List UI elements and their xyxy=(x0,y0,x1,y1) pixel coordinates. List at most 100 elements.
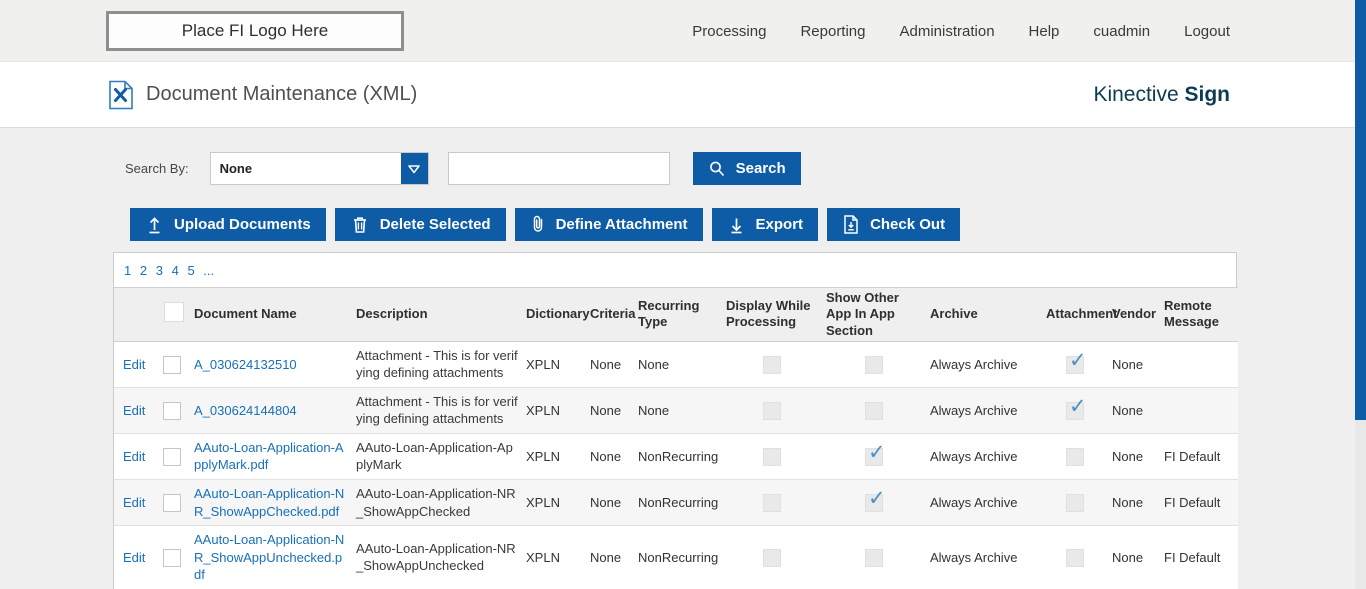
export-button[interactable]: Export xyxy=(711,208,819,241)
fi-logo-placeholder[interactable]: Place FI Logo Here xyxy=(106,11,404,51)
pagination: 1 2 3 4 5 ... xyxy=(114,253,1236,287)
top-bar: Place FI Logo Here Processing Reporting … xyxy=(0,0,1366,62)
fi-logo-placeholder-text: Place FI Logo Here xyxy=(181,21,329,40)
table-row: Edit A_030624144804 Attachment - This is f… xyxy=(114,387,1238,434)
row-select-checkbox[interactable] xyxy=(163,548,181,567)
brand-bold: Sign xyxy=(1184,82,1231,106)
row-select-checkbox[interactable] xyxy=(163,355,181,374)
table-row: Edit AAuto-Loan-Application-NR_ShowAppUnc… xyxy=(114,525,1238,589)
description-cell: Attachment - This is for verifying defin… xyxy=(356,393,518,427)
vendor-cell: None xyxy=(1112,448,1144,464)
document-maintenance-icon xyxy=(109,80,133,109)
show-other-app-checkbox xyxy=(865,401,883,420)
archive-cell: Always Archive xyxy=(930,549,1018,565)
row-select-checkbox[interactable] xyxy=(163,493,181,512)
archive-cell: Always Archive xyxy=(930,494,1018,510)
vendor-cell: None xyxy=(1112,356,1144,372)
header-archive: Archive xyxy=(926,287,1042,342)
documents-table-card: 1 2 3 4 5 ... Document Name Description … xyxy=(113,252,1238,589)
row-select-checkbox[interactable] xyxy=(163,401,181,420)
table-row: Edit A_030624132510 Attachment - This is f… xyxy=(114,341,1238,388)
page-link-1[interactable]: 1 xyxy=(124,263,132,278)
nav-logout[interactable]: Logout xyxy=(1184,22,1230,40)
select-all-checkbox[interactable] xyxy=(164,302,184,323)
criteria-cell: None xyxy=(590,402,622,418)
criteria-cell: None xyxy=(590,494,622,510)
upload-icon xyxy=(149,216,160,233)
header-vendor: Vendor xyxy=(1108,287,1160,342)
search-input[interactable] xyxy=(447,152,670,185)
remote-message-cell xyxy=(1160,341,1238,387)
page-title: Document Maintenance (XML) xyxy=(146,83,418,105)
vertical-scrollbar-track[interactable] xyxy=(1355,0,1366,589)
search-bar: Search By: None Search xyxy=(125,152,1366,185)
archive-cell: Always Archive xyxy=(930,356,1018,372)
document-name-link[interactable]: AAuto-Loan-Application-ApplyMark.pdf xyxy=(194,439,344,473)
display-while-processing-checkbox xyxy=(763,548,781,567)
nav-processing[interactable]: Processing xyxy=(692,22,767,40)
check-out-button[interactable]: Check Out xyxy=(827,208,961,241)
show-other-app-checkbox xyxy=(865,485,886,513)
recurring-type-cell: None xyxy=(638,402,670,418)
search-by-select[interactable]: None xyxy=(209,152,429,185)
upload-documents-button[interactable]: Upload Documents xyxy=(130,208,326,241)
page-link-5[interactable]: 5 xyxy=(187,263,195,278)
page-link-3[interactable]: 3 xyxy=(155,263,163,278)
page-link-4[interactable]: 4 xyxy=(171,263,179,278)
document-name-link[interactable]: AAuto-Loan-Application-NR_ShowAppUncheck… xyxy=(194,532,345,583)
remote-message-cell: FI Default xyxy=(1164,494,1221,510)
description-cell: AAuto-Loan-Application-ApplyMark xyxy=(356,439,513,473)
define-attachment-button[interactable]: Define Attachment xyxy=(514,208,703,241)
attachment-checkbox xyxy=(1066,548,1084,567)
archive-cell: Always Archive xyxy=(930,402,1018,418)
vertical-scrollbar-thumb[interactable] xyxy=(1355,0,1366,420)
display-while-processing-checkbox xyxy=(763,401,781,420)
upload-documents-label: Upload Documents xyxy=(174,216,311,233)
recurring-type-cell: NonRecurring xyxy=(638,448,719,464)
brand-regular: Kinective xyxy=(1093,82,1179,106)
search-by-label: Search By: xyxy=(125,161,189,176)
edit-link[interactable]: Edit xyxy=(123,448,146,464)
header-criteria: Criteria xyxy=(586,287,636,342)
select-dropdown-button[interactable] xyxy=(400,153,428,184)
delete-selected-button[interactable]: Delete Selected xyxy=(334,208,506,241)
document-name-link[interactable]: A_030624144804 xyxy=(194,402,297,418)
header-select-all xyxy=(154,287,190,342)
description-cell: AAuto-Loan-Application-NR_ShowAppChecked xyxy=(356,486,516,519)
edit-link[interactable]: Edit xyxy=(123,549,146,565)
criteria-cell: None xyxy=(590,549,622,565)
header-description: Description xyxy=(352,287,522,342)
export-label: Export xyxy=(755,216,804,233)
document-name-link[interactable]: AAuto-Loan-Application-NR_ShowAppChecked… xyxy=(194,486,345,519)
download-icon xyxy=(731,218,742,233)
display-while-processing-checkbox xyxy=(763,447,781,466)
nav-user-cuadmin[interactable]: cuadmin xyxy=(1093,22,1151,40)
remote-message-cell: FI Default xyxy=(1164,448,1221,464)
archive-cell: Always Archive xyxy=(930,448,1018,464)
row-select-checkbox[interactable] xyxy=(163,447,181,466)
search-by-selected-value: None xyxy=(219,161,253,176)
nav-help[interactable]: Help xyxy=(1028,22,1060,40)
dictionary-cell: XPLN xyxy=(526,494,560,510)
nav-administration[interactable]: Administration xyxy=(899,22,995,40)
edit-link[interactable]: Edit xyxy=(123,494,146,510)
header-display-while-processing: Display While Processing xyxy=(722,287,822,342)
nav-reporting[interactable]: Reporting xyxy=(800,22,866,40)
dictionary-cell: XPLN xyxy=(526,356,560,372)
page-link-more[interactable]: ... xyxy=(203,263,215,278)
criteria-cell: None xyxy=(590,448,622,464)
header-attachment: Attachment xyxy=(1042,287,1118,342)
page-link-2[interactable]: 2 xyxy=(139,263,148,278)
remote-message-cell: FI Default xyxy=(1164,549,1221,565)
search-button[interactable]: Search xyxy=(692,152,801,185)
recurring-type-cell: NonRecurring xyxy=(638,549,719,565)
edit-link[interactable]: Edit xyxy=(123,402,146,418)
action-buttons: Upload Documents Delete Selected Define … xyxy=(130,208,1366,241)
document-name-link[interactable]: A_030624132510 xyxy=(194,356,297,372)
top-nav: Processing Reporting Administration Help… xyxy=(692,0,1230,62)
vendor-cell: None xyxy=(1112,549,1144,565)
table-header-row: Document Name Description Dictionary Cri… xyxy=(114,287,1238,342)
define-attachment-label: Define Attachment xyxy=(555,216,688,233)
edit-link[interactable]: Edit xyxy=(123,356,146,372)
display-while-processing-checkbox xyxy=(763,493,781,512)
